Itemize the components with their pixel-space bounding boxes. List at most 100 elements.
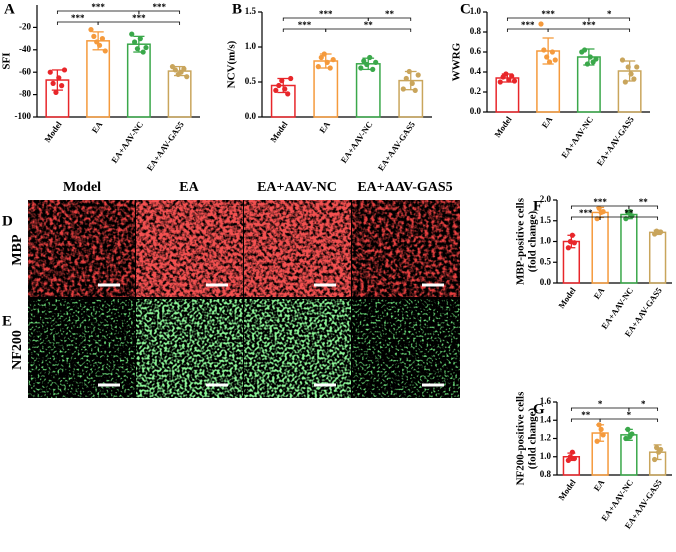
data-point — [102, 48, 108, 54]
scale-bars — [98, 283, 444, 387]
micrograph — [352, 299, 460, 398]
bar-chart: B NCV(m/s) 0.0 0.5 1.0 1.5 Model EA EA+AAV-NC EA+… — [226, 1, 432, 173]
x-tick-label: Model — [556, 285, 578, 310]
data-point — [53, 89, 59, 95]
y-axis-label: (fold change) — [527, 210, 539, 272]
data-point — [596, 422, 602, 428]
data-point — [406, 68, 412, 75]
micrograph — [244, 200, 351, 297]
y-tick-label: 1.0 — [540, 236, 552, 246]
data-point — [584, 61, 591, 67]
x-tick-label: Model — [268, 119, 290, 144]
data-point — [658, 229, 664, 235]
data-point — [625, 64, 631, 70]
data-point — [276, 82, 282, 89]
data-point — [587, 54, 593, 60]
data-point — [594, 438, 600, 444]
y-tick-label: 1.5 — [245, 6, 257, 16]
micrograph — [352, 200, 460, 297]
data-point — [172, 67, 178, 73]
bar-chart: G NF200-positive cells (fold change)0.8 1.0… — [515, 391, 672, 531]
data-point — [415, 72, 421, 78]
data-point — [538, 21, 544, 27]
bar — [620, 213, 638, 284]
x-tick-label: EA — [89, 119, 104, 135]
y-tick-label: 0.5 — [245, 76, 257, 86]
y-tick-label: 0.4 — [470, 66, 482, 76]
y-tick-label: -60 — [19, 66, 31, 76]
significance-label: ** — [364, 20, 374, 30]
y-axis-label: WWRG — [451, 42, 463, 81]
significance-label: * — [641, 399, 646, 409]
row-label: NF200 — [10, 330, 25, 370]
data-point — [511, 78, 518, 84]
data-point — [497, 79, 503, 85]
y-tick-label: 0.5 — [540, 256, 552, 266]
data-point — [324, 59, 330, 65]
x-tick-label: EA — [539, 114, 554, 130]
micrograph — [28, 200, 135, 297]
y-axis-label: SFI — [1, 52, 13, 69]
y-tick-label: 0.8 — [470, 26, 482, 36]
x-tick-label: Model — [42, 119, 64, 144]
data-point — [137, 36, 143, 42]
y-tick-label: 0.6 — [470, 46, 482, 56]
significance-label: *** — [593, 197, 607, 207]
data-point — [569, 449, 575, 455]
data-point — [581, 47, 588, 53]
panel-label: G — [533, 401, 545, 417]
data-point — [273, 87, 279, 93]
x-tick-label: EA+AAV-GAS5 — [594, 115, 635, 168]
data-point — [403, 75, 409, 82]
bar — [648, 231, 667, 284]
y-tick-label: 0.8 — [540, 469, 552, 479]
significance-label: ** — [624, 208, 634, 218]
bar-chart: A SFI -20 -40 -60 -80 -100 Model EA EA+AAV-NC EA+A… — [1, 1, 200, 173]
significance-label: *** — [579, 208, 593, 218]
y-tick-label: 1.0 — [245, 41, 257, 51]
data-point — [327, 65, 333, 71]
data-point — [134, 46, 141, 52]
micrograph — [136, 299, 243, 398]
data-point — [600, 209, 606, 215]
data-point — [279, 78, 285, 84]
panel-label: D — [2, 213, 13, 229]
data-point — [654, 445, 660, 451]
y-axis-label: NCV(m/s) — [226, 40, 238, 88]
data-point — [373, 59, 379, 65]
significance-label: *** — [298, 20, 312, 30]
data-point — [625, 426, 631, 432]
y-tick-label: 0.2 — [470, 86, 482, 96]
x-tick-label: EA+AAV-GAS5 — [376, 120, 417, 173]
x-tick-label: EA — [591, 477, 606, 493]
bar — [313, 60, 339, 118]
data-point — [47, 69, 53, 75]
y-tick-label: -100 — [15, 111, 32, 121]
significance-label: ** — [639, 197, 649, 207]
significance-label: * — [627, 410, 632, 420]
significance-bracket — [367, 17, 412, 21]
data-point — [544, 54, 550, 60]
y-tick-label: 1.0 — [540, 451, 552, 461]
data-point — [596, 205, 602, 211]
data-point — [622, 79, 628, 85]
significance-bracket — [599, 216, 659, 220]
bar-chart: F MBP-positive cells (fold change)0.0 0.5 1.… — [515, 194, 672, 339]
significance-bracket — [138, 10, 181, 14]
y-tick-label: 1.5 — [540, 215, 552, 225]
micrograph — [244, 299, 351, 398]
significance-label: *** — [521, 20, 535, 30]
bar — [126, 43, 151, 118]
y-tick-label: 1.2 — [540, 433, 552, 443]
data-point — [282, 86, 288, 92]
y-tick-label: 1.0 — [470, 6, 482, 16]
data-point — [571, 455, 577, 462]
panel-label: F — [533, 198, 542, 214]
significance-bracket — [599, 418, 659, 422]
data-point — [571, 240, 577, 246]
y-tick-label: 2.0 — [540, 194, 552, 204]
data-point — [318, 54, 324, 61]
data-point — [358, 65, 364, 71]
x-tick-label: Model — [556, 477, 578, 502]
